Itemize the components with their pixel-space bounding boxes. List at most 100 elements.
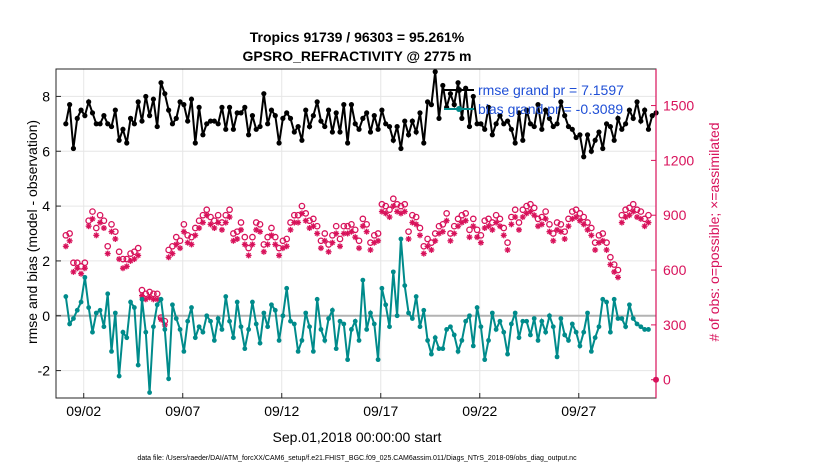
asterisk-stroke: [546, 229, 553, 235]
rmse-point: [600, 145, 606, 152]
rmse-point: [74, 115, 80, 121]
asterisk-stroke: [82, 265, 88, 271]
rmse-point: [638, 118, 644, 124]
bias-point: [227, 318, 232, 324]
asterisk-stroke: [108, 229, 115, 235]
obs-possible-marker: [214, 211, 222, 219]
asterisk-stroke: [428, 247, 434, 253]
bias-point: [284, 285, 290, 291]
rmse-point: [169, 121, 176, 127]
obs-assimilated-marker: [630, 208, 637, 215]
rmse-point: [390, 137, 396, 143]
asterisk-stroke: [326, 249, 332, 255]
rmse-point: [226, 104, 233, 110]
asterisk-stroke: [630, 209, 636, 215]
bias-point: [634, 321, 640, 327]
obs-assimilated-marker: [165, 254, 172, 261]
rmse-point: [482, 126, 488, 132]
asterisk-stroke: [333, 230, 339, 237]
chart-title: Tropics 91739 / 96303 = 95.261%: [250, 29, 465, 45]
rmse-point: [405, 132, 412, 138]
obs-assimilated-marker: [477, 239, 484, 246]
obs-assimilated-marker: [500, 232, 507, 239]
bias-point: [337, 318, 343, 324]
obs-assimilated-marker: [302, 217, 309, 224]
asterisk-stroke: [444, 218, 450, 224]
obs-possible-marker: [180, 221, 188, 228]
asterisk-stroke: [379, 209, 385, 215]
bias-point: [208, 318, 213, 324]
bias-point: [516, 335, 522, 341]
bias-point: [97, 307, 103, 313]
rmse-point: [238, 110, 244, 116]
obs-assimilated-marker: [519, 214, 526, 221]
asterisk-stroke: [413, 221, 419, 227]
bias-point: [326, 316, 331, 321]
bias-point: [329, 307, 335, 313]
bias-point: [371, 321, 377, 327]
rmse-point: [291, 129, 297, 135]
obs-assimilated-marker: [325, 248, 332, 255]
obs-assimilated-marker: [123, 263, 130, 270]
bias-point: [478, 324, 484, 330]
bias-point: [261, 310, 267, 316]
asterisk-stroke: [101, 225, 107, 231]
rmse-point: [135, 99, 141, 105]
legend-bias-label: bias grand pr = -0.3089: [478, 101, 623, 117]
obs-assimilated-marker: [455, 223, 462, 230]
asterisk-stroke: [600, 238, 606, 244]
obs-assimilated-marker: [512, 214, 519, 221]
obs-possible-marker: [511, 206, 519, 214]
rmse-point: [86, 99, 92, 105]
bias-point: [440, 346, 446, 352]
bias-point: [215, 316, 221, 321]
asterisk-stroke: [516, 227, 522, 233]
bias-point: [345, 357, 351, 363]
obs-assimilated-marker: [626, 212, 633, 219]
rmse-point: [242, 104, 248, 110]
rmse-point: [333, 110, 339, 116]
rmse-point: [360, 115, 366, 121]
asterisk-stroke: [86, 223, 92, 229]
bias-point: [78, 299, 84, 305]
obs-assimilated-marker: [584, 226, 591, 233]
obs-possible-marker: [515, 219, 523, 226]
obs-possible-marker: [416, 224, 424, 232]
asterisk-stroke: [74, 265, 80, 271]
rmse-point: [295, 123, 301, 130]
obs-assimilated-marker: [515, 226, 522, 233]
legend-bias-marker: [456, 106, 462, 112]
rmse-point: [352, 121, 358, 127]
rmse-point: [131, 121, 137, 127]
asterisk-stroke: [645, 219, 652, 226]
bias-point: [238, 324, 244, 330]
rmse-point: [623, 121, 629, 127]
rmse-point: [303, 107, 309, 113]
asterisk-stroke: [268, 232, 275, 238]
asterisk-stroke: [505, 247, 511, 253]
bias-point: [539, 318, 545, 324]
obs-possible-marker: [530, 204, 538, 212]
rmse-point: [569, 126, 575, 132]
plot-series: [56, 69, 659, 395]
asterisk-stroke: [131, 256, 137, 262]
obs-possible-marker: [70, 259, 77, 267]
obs-assimilated-marker: [116, 256, 123, 263]
bias-point: [356, 338, 362, 343]
obs-possible-marker: [473, 226, 481, 234]
legend-rmse-marker: [456, 87, 462, 93]
bias-point: [585, 310, 590, 316]
obs-assimilated-marker: [203, 212, 210, 219]
bias-point: [200, 329, 206, 335]
asterisk-stroke: [573, 214, 579, 220]
obs-assimilated-marker: [542, 215, 549, 222]
obs-assimilated-marker: [211, 225, 218, 232]
asterisk-stroke: [181, 229, 187, 235]
bias-point: [101, 324, 107, 330]
bias-point: [486, 338, 491, 343]
rmse-point: [550, 123, 556, 130]
bias-point: [147, 390, 153, 395]
bias-point: [158, 296, 164, 302]
bias-point: [428, 351, 434, 357]
asterisk-stroke: [550, 238, 556, 244]
